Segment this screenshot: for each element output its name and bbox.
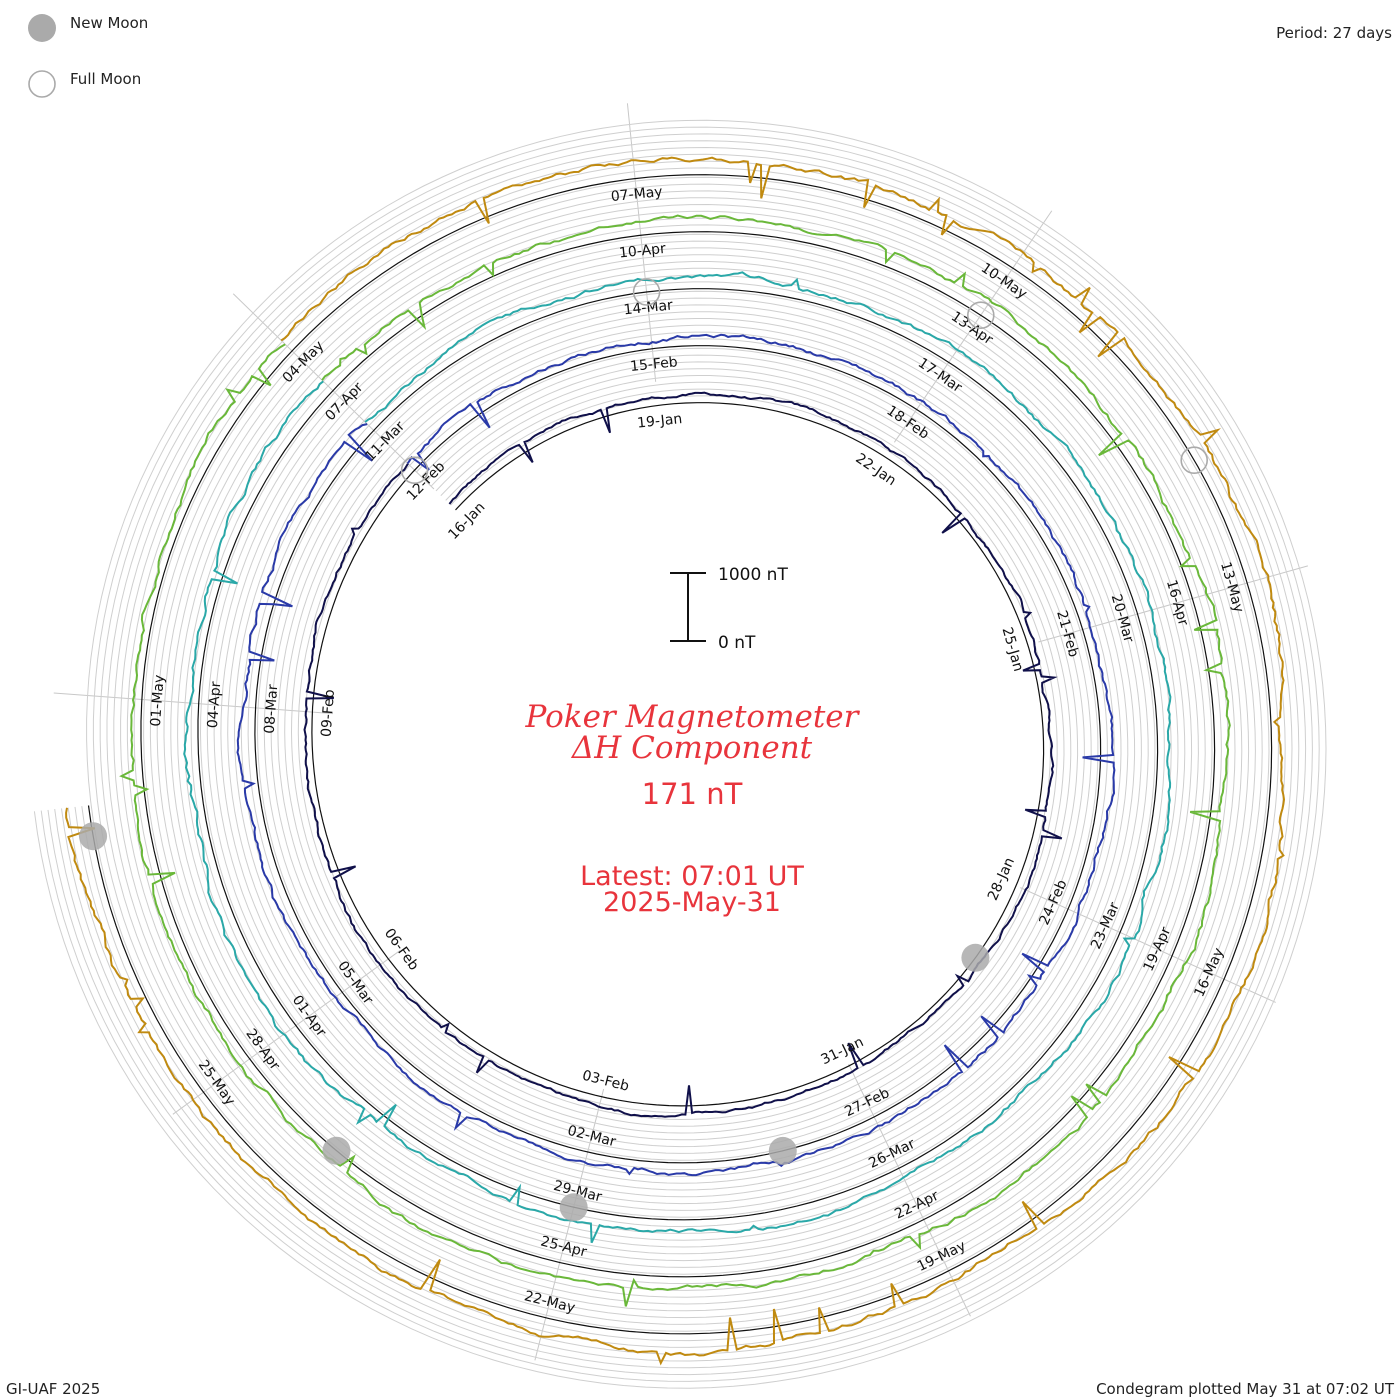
new-moon-marker [79, 822, 108, 851]
date-tick-label: 16-Jan [445, 499, 488, 543]
grid-spoke [232, 293, 435, 490]
date-tick-label: 28-Jan [985, 855, 1018, 903]
grid-spoke [1020, 887, 1276, 1003]
date-tick-label: 28-Apr [242, 1026, 282, 1073]
full-moon-icon [28, 70, 56, 98]
legend: New Moon Full Moon [28, 14, 148, 98]
series-line-rotation-2 [236, 333, 1116, 1177]
date-tick-label: 19-Jan [636, 411, 683, 431]
date-tick-label: 06-Feb [381, 926, 422, 974]
grid-spiral [81, 167, 1279, 1342]
date-tick-label: 21-Feb [1053, 609, 1081, 659]
new-moon-marker [559, 1193, 588, 1222]
date-tick-label: 14-Mar [623, 297, 674, 318]
scale-bar-top-label: 1000 nT [718, 565, 788, 585]
chart-subtitle: ΔH Component [571, 730, 813, 766]
date-tick-label: 31-Jan [819, 1034, 867, 1068]
plotted-label: Condegram plotted May 31 at 07:02 UT [1096, 1380, 1395, 1398]
date-tick-label: 15-Feb [629, 354, 678, 375]
grid-spiral [74, 160, 1286, 1348]
date-tick-label: 05-Mar [334, 958, 376, 1008]
date-tick-label: 27-Feb [842, 1085, 892, 1120]
baseline-spiral [87, 174, 1273, 1335]
date-tick-label: 26-Mar [866, 1136, 918, 1172]
grid-spiral [67, 153, 1293, 1355]
date-tick-label: 24-Feb [1036, 877, 1070, 927]
legend-full-moon-label: Full Moon [70, 70, 141, 88]
latest-date: 2025-May-31 [603, 887, 781, 918]
series-line-rotation-1 [303, 391, 1063, 1118]
grid-spoke [848, 1063, 971, 1317]
new-moon-marker [961, 943, 990, 972]
new-moon-marker [322, 1136, 351, 1165]
grid-layer [33, 103, 1327, 1389]
date-tick-label: 25-Jan [999, 625, 1027, 673]
scale-bar: 1000 nT 0 nT [670, 565, 788, 653]
new-moon-marker [768, 1136, 797, 1165]
date-tick-label: 01-Apr [289, 993, 329, 1040]
full-moon-marker [1180, 446, 1208, 475]
series-layer [65, 156, 1286, 1366]
date-tick-label: 08-Mar [262, 684, 282, 735]
date-tick-label: 23-Mar [1088, 900, 1123, 952]
legend-new-moon-label: New Moon [70, 14, 148, 32]
grid-spoke [53, 692, 334, 715]
series-line-rotation-4 [119, 214, 1231, 1307]
date-tick-label: 09-Feb [319, 689, 338, 738]
series-line-rotation-3 [183, 271, 1172, 1244]
grid-spiral [40, 126, 1320, 1382]
grid-spiral [33, 119, 1327, 1389]
new-moon-icon [28, 14, 56, 42]
date-tick-label: 19-Apr [1141, 924, 1175, 973]
date-tick-label: 22-Apr [892, 1188, 941, 1223]
date-tick-label: 07-May [610, 184, 663, 205]
chart-title: Poker Magnetometer [525, 699, 861, 735]
date-tick-label: 16-May [1191, 946, 1227, 1000]
grid-spiral [54, 140, 1307, 1369]
moon-phase-layer [79, 278, 1208, 1222]
date-tick-label: 19-May [915, 1238, 969, 1275]
credit-label: GI-UAF 2025 [6, 1380, 100, 1398]
date-tick-label: 17-Mar [915, 355, 965, 396]
full-moon-marker [966, 301, 995, 330]
scale-bar-bottom-label: 0 nT [718, 633, 756, 653]
grid-spiral [47, 133, 1313, 1376]
grid-spiral [61, 146, 1300, 1362]
series-line-rotation-5 [65, 156, 1286, 1366]
date-tick-label: 10-Apr [618, 241, 666, 262]
period-label: Period: 27 days [1276, 24, 1392, 42]
grid-spoke [1038, 565, 1308, 643]
full-moon-marker [400, 456, 429, 485]
date-tick-label: 20-Mar [1108, 593, 1137, 645]
current-value: 171 nT [642, 777, 743, 811]
date-tick-label: 22-Jan [852, 450, 898, 489]
latest-time: Latest: 07:01 UT [580, 861, 804, 892]
date-tick-label: 04-Apr [205, 681, 224, 729]
date-tick-label: 03-Feb [581, 1068, 631, 1095]
full-moon-marker [632, 278, 661, 306]
date-tick-label: 01-May [148, 674, 168, 727]
